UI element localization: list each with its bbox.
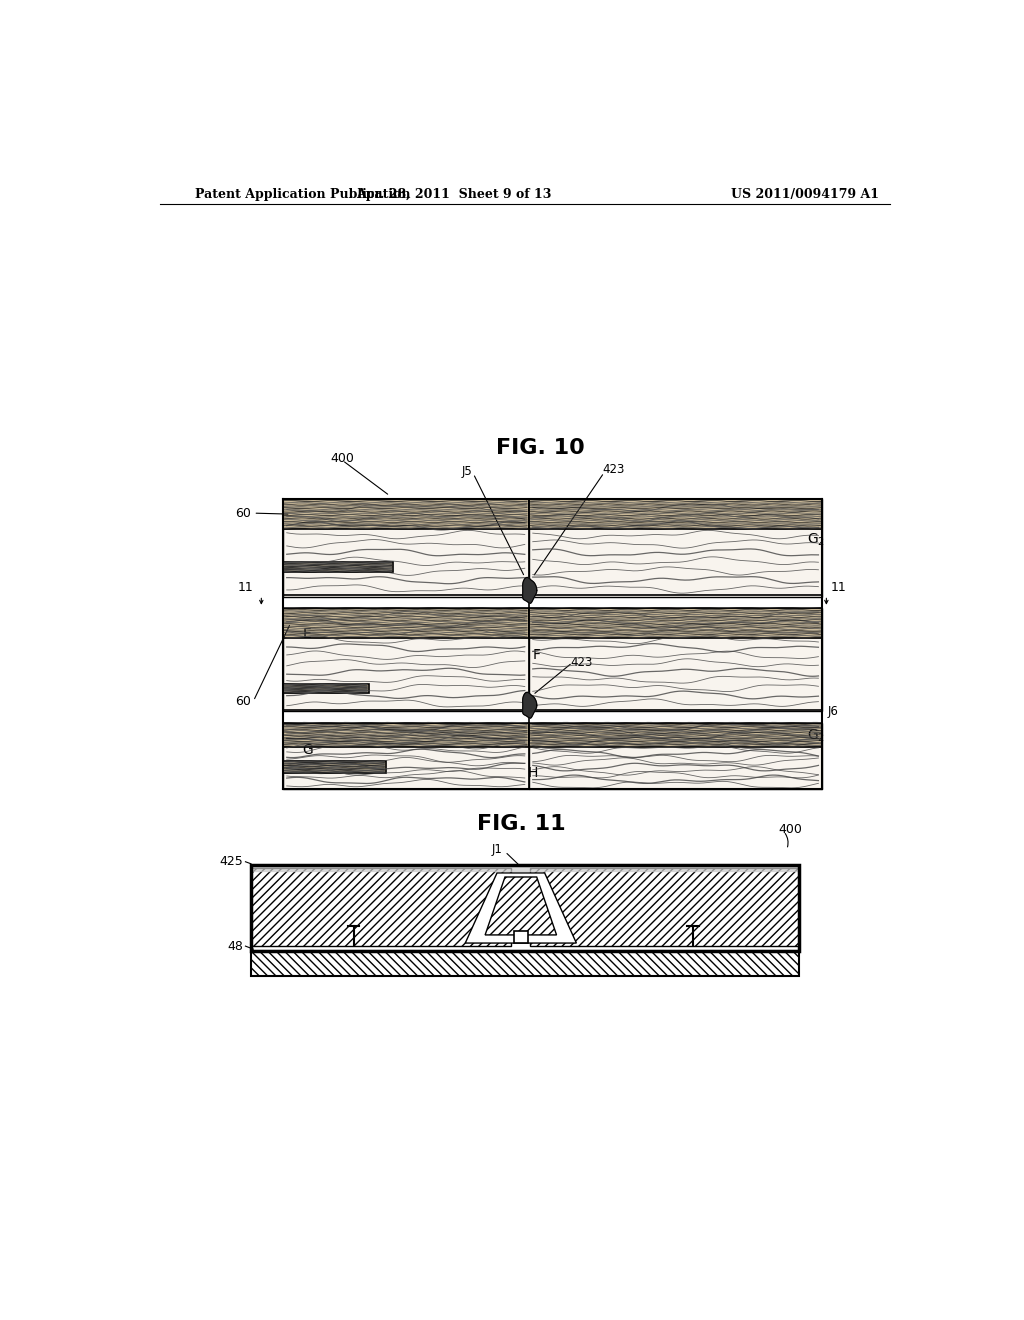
Bar [283, 607, 528, 638]
Text: 60: 60 [236, 694, 251, 708]
Text: E: E [303, 627, 311, 642]
Polygon shape [522, 692, 537, 718]
Bar [251, 867, 511, 946]
Text: G$_2$: G$_2$ [807, 727, 824, 744]
Text: 11: 11 [238, 581, 253, 594]
Text: FIG. 10: FIG. 10 [497, 438, 585, 458]
Bar [283, 684, 369, 693]
Polygon shape [522, 577, 537, 603]
Bar [528, 722, 822, 747]
Text: FIG. 11: FIG. 11 [476, 814, 565, 834]
Text: Patent Application Publication: Patent Application Publication [196, 189, 411, 202]
Bar [283, 762, 386, 774]
Text: E: E [284, 890, 292, 903]
Bar [528, 607, 822, 711]
Text: G: G [303, 743, 313, 756]
Text: 423: 423 [602, 463, 625, 477]
Polygon shape [465, 873, 577, 942]
Bar [528, 499, 822, 529]
Bar [283, 722, 528, 788]
Text: 60: 60 [236, 507, 251, 520]
Text: F: F [544, 890, 551, 903]
Text: 48: 48 [227, 940, 243, 953]
Bar [283, 499, 528, 529]
Bar [514, 931, 528, 942]
Bar [251, 865, 799, 952]
Text: Apr. 28, 2011  Sheet 9 of 13: Apr. 28, 2011 Sheet 9 of 13 [355, 189, 551, 202]
Text: 70: 70 [261, 965, 278, 978]
Text: US 2011/0094179 A1: US 2011/0094179 A1 [731, 189, 880, 202]
Bar [528, 499, 822, 598]
Text: 11: 11 [830, 581, 846, 594]
Text: 400: 400 [331, 451, 354, 465]
Text: J6: J6 [828, 705, 839, 718]
Text: F: F [532, 648, 541, 663]
Bar [530, 867, 799, 946]
Bar [528, 722, 822, 788]
Text: 400: 400 [778, 822, 803, 836]
Text: J5: J5 [461, 465, 472, 478]
Bar [283, 607, 528, 711]
Bar [251, 952, 799, 975]
Bar [283, 499, 528, 598]
Text: H: H [528, 767, 539, 780]
Bar [283, 722, 528, 747]
Text: 425: 425 [219, 855, 243, 869]
Text: G$_2$: G$_2$ [807, 532, 824, 548]
Text: 423: 423 [570, 656, 593, 669]
Bar [283, 562, 393, 572]
Text: J1: J1 [492, 843, 503, 857]
Polygon shape [485, 876, 557, 935]
Bar [528, 607, 822, 638]
